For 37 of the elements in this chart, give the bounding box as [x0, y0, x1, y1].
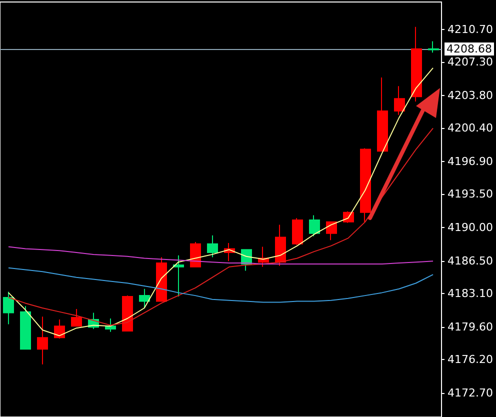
candlestick — [190, 242, 201, 268]
y-tick-label: 4210.70 — [448, 23, 494, 36]
candlestick — [394, 86, 405, 116]
y-tick-label: 4190.00 — [448, 221, 494, 234]
y-tick-label: 4207.30 — [448, 56, 494, 69]
candlestick — [156, 256, 167, 302]
candlestick — [139, 288, 150, 308]
candlestick — [207, 234, 218, 258]
y-tick-label: 4186.50 — [448, 254, 494, 268]
y-tick-label: 4196.90 — [448, 155, 494, 168]
candlestick — [71, 308, 82, 327]
line-series — [8, 246, 434, 265]
candlestick — [411, 26, 422, 102]
line-series — [8, 267, 434, 303]
candlestick — [428, 40, 439, 54]
candlestick — [3, 291, 14, 325]
candlestick — [122, 295, 133, 332]
candlestick — [377, 77, 388, 152]
candlestick — [275, 224, 286, 266]
line-series — [8, 128, 434, 326]
line-series — [8, 67, 434, 336]
candlestick — [54, 318, 65, 340]
ref-line-label: 4208.68 — [446, 42, 492, 56]
y-tick-label: 4176.20 — [448, 353, 494, 366]
candlestick — [20, 306, 31, 350]
y-tick-label: 4193.50 — [448, 188, 494, 201]
candlestick — [292, 218, 303, 246]
y-tick-label: 4200.40 — [448, 122, 494, 135]
y-tick-label: 4183.10 — [448, 287, 494, 300]
candlestick — [37, 316, 48, 365]
y-tick-label: 4172.70 — [448, 386, 494, 400]
candlestick — [173, 254, 184, 298]
y-tick-label: 4179.60 — [448, 320, 494, 334]
candlestick — [360, 148, 371, 222]
y-tick-label: 4203.80 — [448, 89, 494, 102]
candlestick — [326, 221, 337, 241]
candlestick — [309, 214, 320, 237]
